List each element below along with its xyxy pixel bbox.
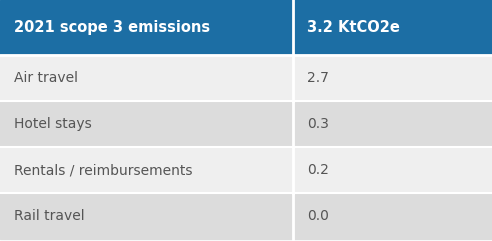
Text: Hotel stays: Hotel stays xyxy=(14,117,92,131)
Bar xyxy=(0,193,293,239)
Text: 0.0: 0.0 xyxy=(307,209,329,223)
Text: 2.7: 2.7 xyxy=(307,71,329,85)
Bar xyxy=(0,101,293,147)
Bar xyxy=(0,147,293,193)
Bar xyxy=(293,55,492,101)
Text: 2021 scope 3 emissions: 2021 scope 3 emissions xyxy=(14,20,210,35)
Text: Rail travel: Rail travel xyxy=(14,209,85,223)
Bar xyxy=(293,147,492,193)
Text: 0.2: 0.2 xyxy=(307,163,329,177)
Bar xyxy=(293,193,492,239)
Text: Rentals / reimbursements: Rentals / reimbursements xyxy=(14,163,192,177)
Text: Air travel: Air travel xyxy=(14,71,78,85)
Bar xyxy=(293,0,492,55)
Bar xyxy=(0,55,293,101)
Text: 3.2 KtCO2e: 3.2 KtCO2e xyxy=(307,20,400,35)
Text: 0.3: 0.3 xyxy=(307,117,329,131)
Bar xyxy=(293,101,492,147)
Bar xyxy=(0,0,293,55)
